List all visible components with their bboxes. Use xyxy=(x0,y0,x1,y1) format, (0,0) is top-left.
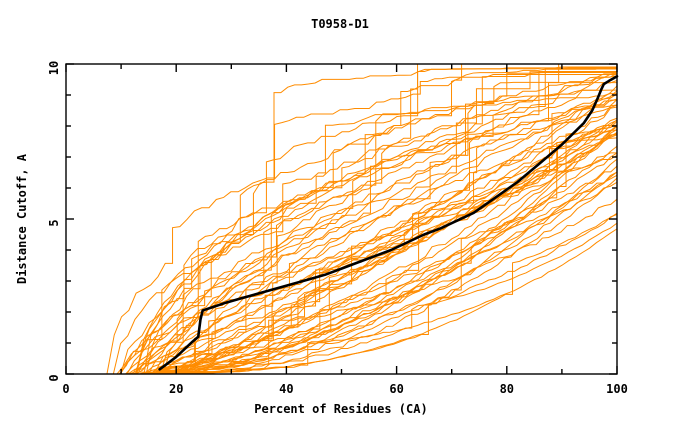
prediction-curve xyxy=(152,152,618,375)
prediction-curve xyxy=(132,145,618,375)
prediction-curve xyxy=(154,134,618,375)
x-tick-label: 100 xyxy=(606,382,628,396)
y-tick-label: 0 xyxy=(47,374,61,381)
x-axis-label: Percent of Residues (CA) xyxy=(254,402,427,416)
prediction-curve xyxy=(138,124,618,375)
y-axis-label: Distance Cutoff, A xyxy=(15,153,29,284)
prediction-curve xyxy=(148,171,618,375)
prediction-curve xyxy=(137,82,617,375)
y-tick-label: 10 xyxy=(47,61,61,75)
prediction-curve xyxy=(162,126,618,375)
axis-ticks xyxy=(65,63,618,375)
prediction-curve xyxy=(170,129,617,375)
prediction-curve xyxy=(162,63,617,375)
prediction-curve xyxy=(167,98,618,375)
prediction-curve xyxy=(180,165,618,375)
prediction-curve xyxy=(169,126,618,375)
prediction-curve xyxy=(134,85,618,375)
x-tick-label: 80 xyxy=(500,382,514,396)
prediction-curve xyxy=(153,177,618,375)
x-tick-label: 40 xyxy=(279,382,293,396)
prediction-curve xyxy=(155,128,618,375)
prediction-curve xyxy=(156,119,618,375)
prediction-curve xyxy=(139,124,618,375)
chart-title: T0958-D1 xyxy=(311,17,369,31)
prediction-curve xyxy=(154,152,617,375)
prediction-curve xyxy=(148,71,617,375)
prediction-curve xyxy=(155,133,618,375)
prediction-curve xyxy=(181,198,618,375)
prediction-curve xyxy=(141,117,618,375)
reference-curve-path xyxy=(158,75,619,371)
prediction-curve xyxy=(159,68,617,375)
prediction-curve xyxy=(118,93,617,375)
x-tick-labels: 0 20 40 60 80 100 xyxy=(62,382,627,396)
prediction-curve xyxy=(154,119,618,375)
y-tick-labels: 0 5 10 xyxy=(47,61,61,382)
x-tick-label: 60 xyxy=(389,382,403,396)
prediction-curve xyxy=(145,72,618,375)
prediction-curve xyxy=(120,71,617,375)
x-tick-label: 20 xyxy=(169,382,183,396)
prediction-curves-group xyxy=(106,63,618,375)
prediction-curve xyxy=(119,70,617,375)
reference-curve xyxy=(158,75,619,371)
prediction-curve xyxy=(112,67,617,375)
x-tick-label: 0 xyxy=(62,382,69,396)
prediction-curve xyxy=(135,66,617,375)
y-tick-label: 5 xyxy=(47,219,61,226)
prediction-curve xyxy=(136,67,617,375)
prediction-curve xyxy=(116,75,618,375)
prediction-curve xyxy=(128,90,618,375)
prediction-curve xyxy=(167,213,618,375)
prediction-curve xyxy=(164,174,618,375)
